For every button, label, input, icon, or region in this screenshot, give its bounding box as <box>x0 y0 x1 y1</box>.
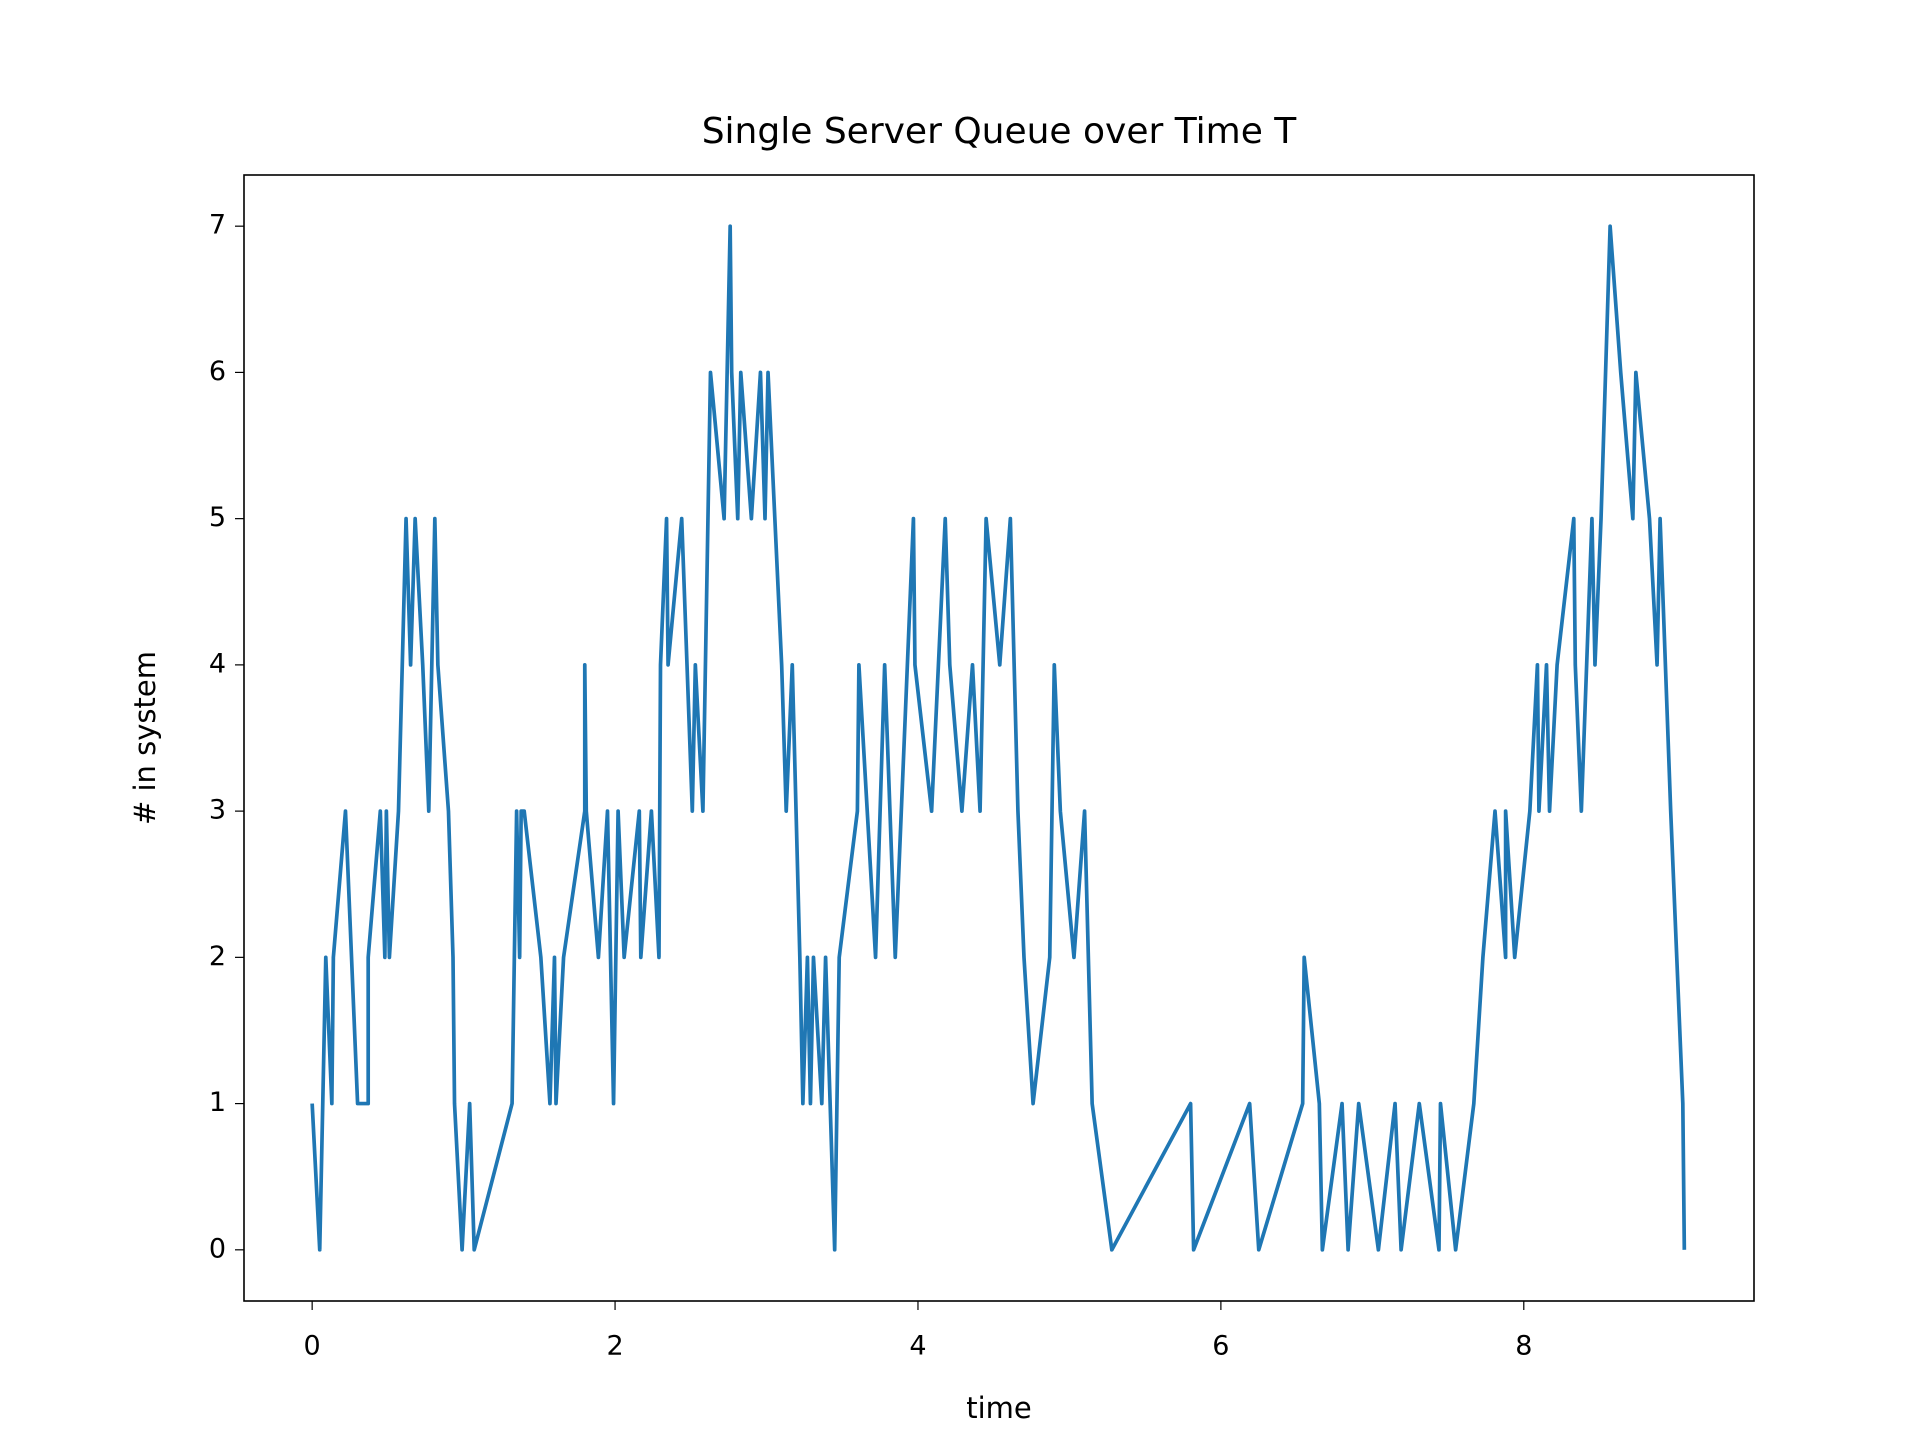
x-tick-label: 4 <box>909 1331 926 1362</box>
data-line <box>310 224 1687 1252</box>
x-tick-label: 8 <box>1515 1331 1532 1362</box>
y-tick-label: 2 <box>209 941 226 972</box>
y-axis-label: # in system <box>128 651 162 825</box>
x-tick-label: 2 <box>606 1331 623 1362</box>
x-tick-label: 0 <box>304 1331 321 1362</box>
x-tick-label: 6 <box>1212 1331 1229 1362</box>
y-tick-label: 3 <box>209 795 226 826</box>
y-tick-label: 6 <box>209 356 226 387</box>
plot-frame <box>243 174 1755 1302</box>
y-tick-label: 7 <box>209 210 226 241</box>
y-tick-label: 5 <box>209 502 226 533</box>
x-axis-label: time <box>966 1391 1032 1425</box>
y-tick-label: 1 <box>209 1087 226 1118</box>
chart-title: Single Server Queue over Time T <box>702 111 1298 152</box>
y-tick-label: 4 <box>209 648 226 679</box>
y-tick-label: 0 <box>209 1233 226 1264</box>
